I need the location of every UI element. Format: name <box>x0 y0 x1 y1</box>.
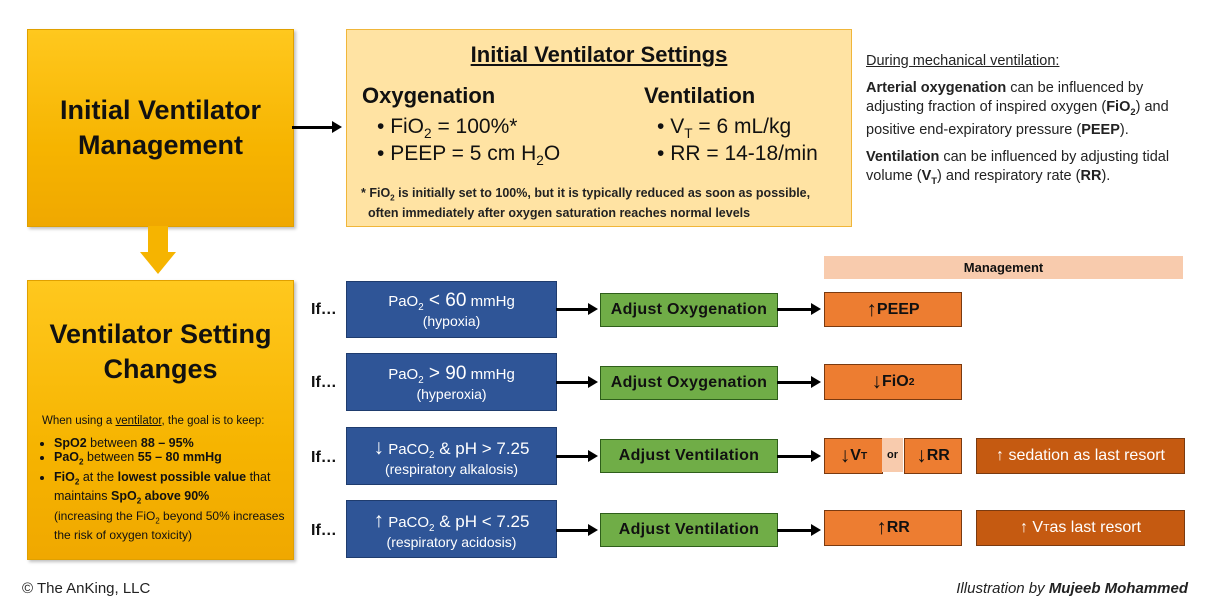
row1-management: ↑ PEEP <box>824 292 962 327</box>
side-note-ventilation: Ventilation can be influenced by adjusti… <box>866 148 1170 186</box>
copyright: © The AnKing, LLC <box>22 580 151 597</box>
initial-settings-box: Initial Ventilator Settings Oxygenation … <box>346 29 852 227</box>
row2-management: ↓ FiO 2 <box>824 364 962 400</box>
row4-management: ↑ RR <box>824 510 962 546</box>
setting-changes-box: Ventilator Setting Changes When using a … <box>27 280 294 560</box>
row3-action: Adjust Ventilation <box>600 439 778 473</box>
goal-intro: When using a ventilator, the goal is to … <box>42 415 265 427</box>
row4-condition: ↑ PaCO2 & pH < 7.25 (respiratory acidosi… <box>346 500 557 558</box>
initial-management-box: Initial Ventilator Management <box>27 29 294 227</box>
down-arrow <box>148 226 168 254</box>
row1-if: If… <box>311 301 337 318</box>
row2-condition: PaO2 > 90 mmHg (hyperoxia) <box>346 353 557 411</box>
illustration-credit: Illustration by Mujeeb Mohammed <box>956 580 1188 597</box>
settings-footnote: * FiO2 is initially set to 100%, but it … <box>361 186 811 220</box>
row2-action: Adjust Oxygenation <box>600 366 778 400</box>
row4-arrow-b <box>777 524 821 536</box>
initial-management-title: Initial Ventilator Management <box>59 95 262 160</box>
row3-last-resort: ↑ sedation as last resort <box>976 438 1185 474</box>
row3-management-rr: ↓ RR <box>904 438 962 474</box>
row4-action: Adjust Ventilation <box>600 513 778 547</box>
row3-arrow-b <box>777 450 821 462</box>
side-note: During mechanical ventilation: Arterial … <box>866 52 1181 190</box>
row2-arrow-b <box>777 376 821 388</box>
row3-condition: ↓ PaCO2 & pH > 7.25 (respiratory alkalos… <box>346 427 557 485</box>
vt-setting: • VT = 6 mL/kg <box>657 115 792 142</box>
management-header: Management <box>824 256 1183 279</box>
row4-arrow-a <box>556 524 598 536</box>
ventilation-heading: Ventilation <box>644 83 756 108</box>
settings-title: Initial Ventilator Settings <box>470 42 728 67</box>
row2-arrow-a <box>556 376 598 388</box>
side-note-heading: During mechanical ventilation: <box>866 53 1060 69</box>
row1-condition: PaO2 < 60 mmHg (hypoxia) <box>346 281 557 338</box>
arrow-to-settings <box>292 121 342 133</box>
goal-fio2: FiO2 at the lowest possible value that m… <box>54 470 304 542</box>
row3-if: If… <box>311 449 337 466</box>
rr-setting: • RR = 14-18/min <box>657 142 818 165</box>
row3-arrow-a <box>556 450 598 462</box>
row1-arrow-b <box>777 303 821 315</box>
row2-if: If… <box>311 374 337 391</box>
down-arrow-head <box>140 252 176 274</box>
goal-spo2: SpO2 between 88 – 95% <box>54 436 304 450</box>
oxygenation-heading: Oxygenation <box>362 83 496 108</box>
fio2-setting: • FiO2 = 100%* <box>377 115 518 142</box>
row1-arrow-a <box>556 303 598 315</box>
goal-list: SpO2 between 88 – 95% PaO2 between 55 – … <box>36 436 304 542</box>
row1-action: Adjust Oxygenation <box>600 293 778 327</box>
peep-setting: • PEEP = 5 cm H2O <box>377 142 561 169</box>
side-note-oxygenation: Arterial oxygenation can be influenced b… <box>866 80 1169 138</box>
row3-or: or <box>882 438 903 472</box>
row4-if: If… <box>311 522 337 539</box>
goal-pao2: PaO2 between 55 – 80 mmHg <box>54 450 304 470</box>
setting-changes-title: Ventilator Setting Changes <box>49 319 272 384</box>
